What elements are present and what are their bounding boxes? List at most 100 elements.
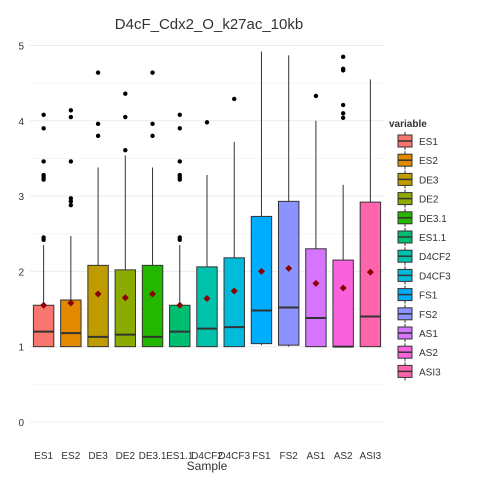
mean-marker [312, 279, 320, 287]
outlier-point [95, 121, 101, 127]
outlier-point [68, 108, 74, 113]
y-axis-ticks: 0 1 2 3 4 5 [18, 42, 24, 429]
y-tick-label: 2 [18, 267, 24, 278]
box-ES2 [60, 108, 82, 348]
box-DE3 [87, 70, 109, 348]
box-ES1 [32, 112, 55, 348]
outlier-point [68, 199, 74, 204]
y-tick-label: 0 [18, 418, 24, 429]
legend-item-FS1: FS1 [397, 285, 438, 304]
x-tick-label: FS2 [280, 451, 299, 462]
outlier-point [150, 133, 155, 139]
legend-label: FS1 [419, 291, 438, 302]
box-AS2 [332, 54, 354, 348]
box-body [141, 264, 164, 348]
legend-label: AS1 [419, 329, 438, 340]
box-FS2 [277, 55, 300, 347]
legend-item-DE3.1: DE3.1 [397, 208, 447, 227]
x-tick-label: AS1 [306, 451, 325, 462]
x-tick-label: ES1 [34, 451, 53, 462]
legend-label: DE3.1 [419, 214, 447, 225]
x-tick-label: AS2 [334, 451, 353, 462]
legend-item-ES1: ES1 [397, 132, 438, 150]
box-ASI3 [359, 79, 382, 348]
x-tick-label: DE3 [88, 451, 108, 462]
legend-item-AS1: AS1 [397, 324, 438, 342]
mean-marker [257, 267, 265, 275]
mean-marker [366, 268, 374, 276]
x-tick-label: D4CF3 [218, 451, 250, 462]
mean-marker [339, 284, 347, 292]
box-FS1 [250, 51, 273, 346]
box-body [114, 269, 137, 348]
outlier-point [123, 91, 128, 96]
x-axis-title: Sample [187, 459, 228, 473]
legend-label: D4CF2 [419, 252, 451, 263]
outlier-point [41, 235, 46, 240]
mean-marker [67, 299, 75, 307]
chart-title: D4cF_Cdx2_O_k27ac_10kb [115, 16, 303, 33]
box-DE3.1 [141, 70, 164, 348]
box-DE2 [114, 91, 137, 348]
outlier-point [41, 159, 46, 164]
legend-label: ES1.1 [419, 233, 447, 244]
legend-item-ES2: ES2 [397, 151, 438, 170]
y-tick-label: 5 [18, 42, 24, 53]
outlier-point [177, 126, 182, 131]
mean-marker [176, 301, 184, 309]
legend-items: ES1 ES2 DE3 DE2 DE3.1 ES1.1 D4CF2 D4CF3 FS1 FS2 AS… [397, 132, 451, 381]
box-AS1 [305, 93, 327, 348]
box-body [87, 264, 109, 348]
outlier-point [313, 93, 319, 99]
outlier-point [340, 54, 346, 60]
outlier-point [68, 202, 74, 208]
outlier-point [150, 70, 155, 75]
outlier-point [340, 102, 346, 108]
x-tick-label: ASI3 [360, 451, 382, 462]
box-body [305, 248, 327, 348]
legend-label: ASI3 [419, 367, 441, 378]
x-tick-label: DE3.1 [139, 451, 167, 462]
mean-marker [121, 294, 129, 302]
box-body [332, 259, 354, 348]
box-ES1.1 [169, 112, 191, 348]
outlier-point [204, 120, 210, 125]
legend-item-DE3: DE3 [397, 170, 439, 189]
legend-title: variable [389, 119, 427, 130]
outlier-point [68, 196, 74, 201]
outlier-point [68, 114, 74, 120]
outlier-point [95, 133, 101, 139]
outlier-point [177, 112, 182, 117]
y-tick-label: 1 [18, 343, 24, 354]
legend-item-FS2: FS2 [397, 304, 438, 323]
y-tick-label: 4 [18, 117, 24, 128]
mean-marker [285, 264, 293, 272]
box-D4CF3 [223, 96, 245, 348]
outlier-point [41, 112, 46, 117]
outlier-point [340, 66, 346, 72]
outlier-point [177, 172, 182, 178]
box-body [169, 304, 191, 348]
legend-item-D4CF2: D4CF2 [397, 247, 451, 266]
box-body [250, 215, 273, 345]
legend-item-AS2: AS2 [397, 343, 438, 362]
box-D4CF2 [196, 120, 218, 348]
legend-item-D4CF3: D4CF3 [397, 266, 451, 285]
legend: variable ES1 ES2 DE3 DE2 DE3.1 ES1.1 D4CF2 D4CF… [389, 119, 451, 381]
legend-label: AS2 [419, 348, 438, 359]
box-body [196, 266, 218, 348]
legend-label: D4CF3 [419, 271, 451, 282]
x-tick-label: ES2 [61, 451, 80, 462]
legend-label: DE2 [419, 195, 439, 206]
mean-marker [40, 301, 48, 309]
mean-marker [230, 287, 238, 295]
y-tick-label: 3 [18, 192, 24, 203]
box-body [32, 304, 55, 348]
legend-label: DE3 [419, 175, 439, 186]
outlier-point [232, 96, 237, 102]
x-tick-label: D4CF2 [191, 451, 223, 462]
box-body [277, 200, 300, 346]
x-tick-label: DE2 [116, 451, 136, 462]
